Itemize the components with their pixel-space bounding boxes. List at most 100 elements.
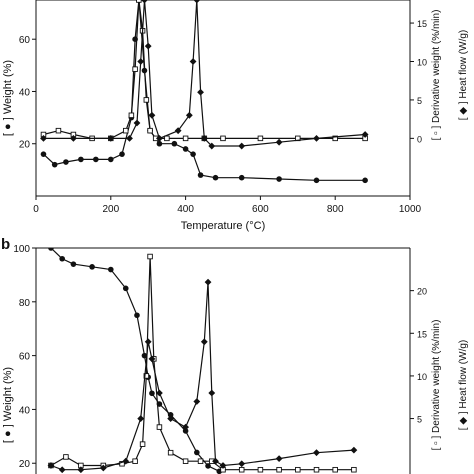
data-point-diamond bbox=[47, 462, 55, 469]
series-line-diamond bbox=[50, 282, 354, 471]
panel-b-ticks: 20 40 60 80 100 5 10 15 20 bbox=[13, 244, 427, 470]
data-point-diamond bbox=[156, 134, 163, 142]
panel-b-label: b bbox=[1, 236, 10, 253]
data-point-diamond bbox=[137, 58, 145, 65]
data-point-diamond bbox=[122, 457, 130, 465]
data-point-diamond bbox=[144, 42, 152, 50]
data-point-circle bbox=[119, 151, 125, 157]
data-point-square bbox=[197, 458, 204, 464]
data-point-diamond bbox=[70, 134, 77, 142]
right-tick-label: 10 bbox=[417, 57, 427, 67]
panel-a-plot-frame bbox=[35, 0, 411, 197]
left-tick-label: 80 bbox=[19, 298, 31, 309]
left-tick-label: 40 bbox=[19, 405, 31, 416]
series-diamond bbox=[40, 0, 369, 150]
panel-b-series bbox=[47, 248, 358, 474]
panel-b: b 20 40 60 80 100 5 10 15 20 [ ● ] Weight (%) [ … bbox=[1, 236, 469, 474]
data-point-circle bbox=[182, 428, 189, 434]
data-point-diamond bbox=[126, 134, 133, 142]
x-tick-label: 400 bbox=[177, 204, 194, 215]
data-point-circle bbox=[212, 174, 219, 181]
left-tick-label: 60 bbox=[19, 352, 31, 363]
data-point-square bbox=[182, 458, 189, 464]
data-point-diamond bbox=[313, 449, 320, 457]
data-point-circle bbox=[362, 177, 368, 184]
data-point-square bbox=[220, 135, 226, 142]
data-point-square bbox=[167, 449, 174, 456]
data-point-diamond bbox=[204, 278, 212, 286]
data-point-circle bbox=[197, 172, 204, 178]
series-line-circle bbox=[50, 248, 220, 472]
data-point-diamond bbox=[200, 134, 208, 142]
data-point-circle bbox=[276, 176, 282, 182]
data-point-circle bbox=[93, 156, 99, 163]
data-point-square bbox=[313, 466, 320, 473]
series-line-square bbox=[43, 0, 366, 139]
data-point-circle bbox=[108, 266, 114, 273]
data-point-diamond bbox=[212, 457, 219, 465]
panel-b-right-axis-label-2: [ ◆ ] Heat flow (W/g) bbox=[458, 340, 469, 430]
data-point-circle bbox=[190, 151, 196, 157]
panel-a-left-axis-label: [ ● ] Weight (%) bbox=[2, 60, 14, 136]
data-point-square bbox=[136, 0, 142, 3]
data-point-square bbox=[156, 424, 163, 430]
series-diamond bbox=[47, 278, 358, 474]
data-point-square bbox=[147, 253, 153, 260]
data-point-diamond bbox=[275, 138, 283, 146]
data-point-diamond bbox=[141, 0, 148, 4]
series-line-circle bbox=[43, 0, 366, 181]
data-point-square bbox=[276, 466, 282, 473]
data-point-diamond bbox=[275, 455, 283, 463]
right-tick-label: 15 bbox=[417, 19, 427, 29]
data-point-square bbox=[332, 135, 338, 142]
data-point-diamond bbox=[167, 415, 175, 422]
data-point-square bbox=[351, 466, 357, 473]
data-point-circle bbox=[238, 174, 245, 181]
data-point-square bbox=[164, 135, 170, 142]
right-tick-label: 5 bbox=[417, 415, 422, 425]
data-point-circle bbox=[171, 140, 178, 147]
x-tick-label: 800 bbox=[327, 204, 344, 215]
series-square bbox=[48, 253, 357, 473]
data-point-diamond bbox=[208, 142, 216, 150]
data-point-circle bbox=[78, 156, 84, 163]
right-tick-label: 10 bbox=[417, 372, 427, 382]
series-area bbox=[47, 248, 358, 474]
data-point-diamond bbox=[238, 142, 246, 150]
data-point-diamond bbox=[350, 446, 358, 454]
series-square bbox=[40, 0, 368, 142]
data-point-diamond bbox=[40, 134, 47, 142]
data-point-square bbox=[128, 112, 135, 119]
data-point-diamond bbox=[197, 88, 204, 96]
data-point-diamond bbox=[208, 389, 216, 397]
data-point-diamond bbox=[137, 415, 145, 422]
data-point-diamond bbox=[313, 134, 320, 142]
data-point-square bbox=[332, 466, 338, 473]
data-point-circle bbox=[122, 285, 129, 292]
data-point-diamond bbox=[156, 389, 163, 397]
data-point-diamond bbox=[99, 464, 107, 472]
left-tick-label: 20 bbox=[19, 459, 31, 470]
left-tick-label: 60 bbox=[19, 35, 31, 46]
data-point-circle bbox=[63, 159, 69, 165]
data-point-diamond bbox=[185, 111, 193, 119]
data-point-circle bbox=[141, 352, 148, 359]
data-point-diamond bbox=[193, 398, 201, 405]
data-point-square bbox=[257, 466, 264, 473]
data-point-diamond bbox=[77, 466, 85, 474]
panel-b-left-axis-label: [ ● ] Weight (%) bbox=[2, 367, 14, 443]
data-point-circle bbox=[156, 140, 163, 147]
data-point-diamond bbox=[189, 58, 197, 65]
data-point-diamond bbox=[174, 127, 182, 135]
data-point-circle bbox=[108, 156, 114, 163]
data-point-square bbox=[147, 127, 153, 134]
data-point-circle bbox=[89, 264, 95, 270]
data-point-diamond bbox=[148, 111, 156, 119]
left-tick-label: 100 bbox=[13, 244, 30, 255]
data-point-diamond bbox=[148, 355, 156, 363]
data-point-square bbox=[143, 373, 150, 379]
panel-b-right-axis-label-1: [ ▫ ] Derivative weight (%/min) bbox=[431, 320, 442, 451]
